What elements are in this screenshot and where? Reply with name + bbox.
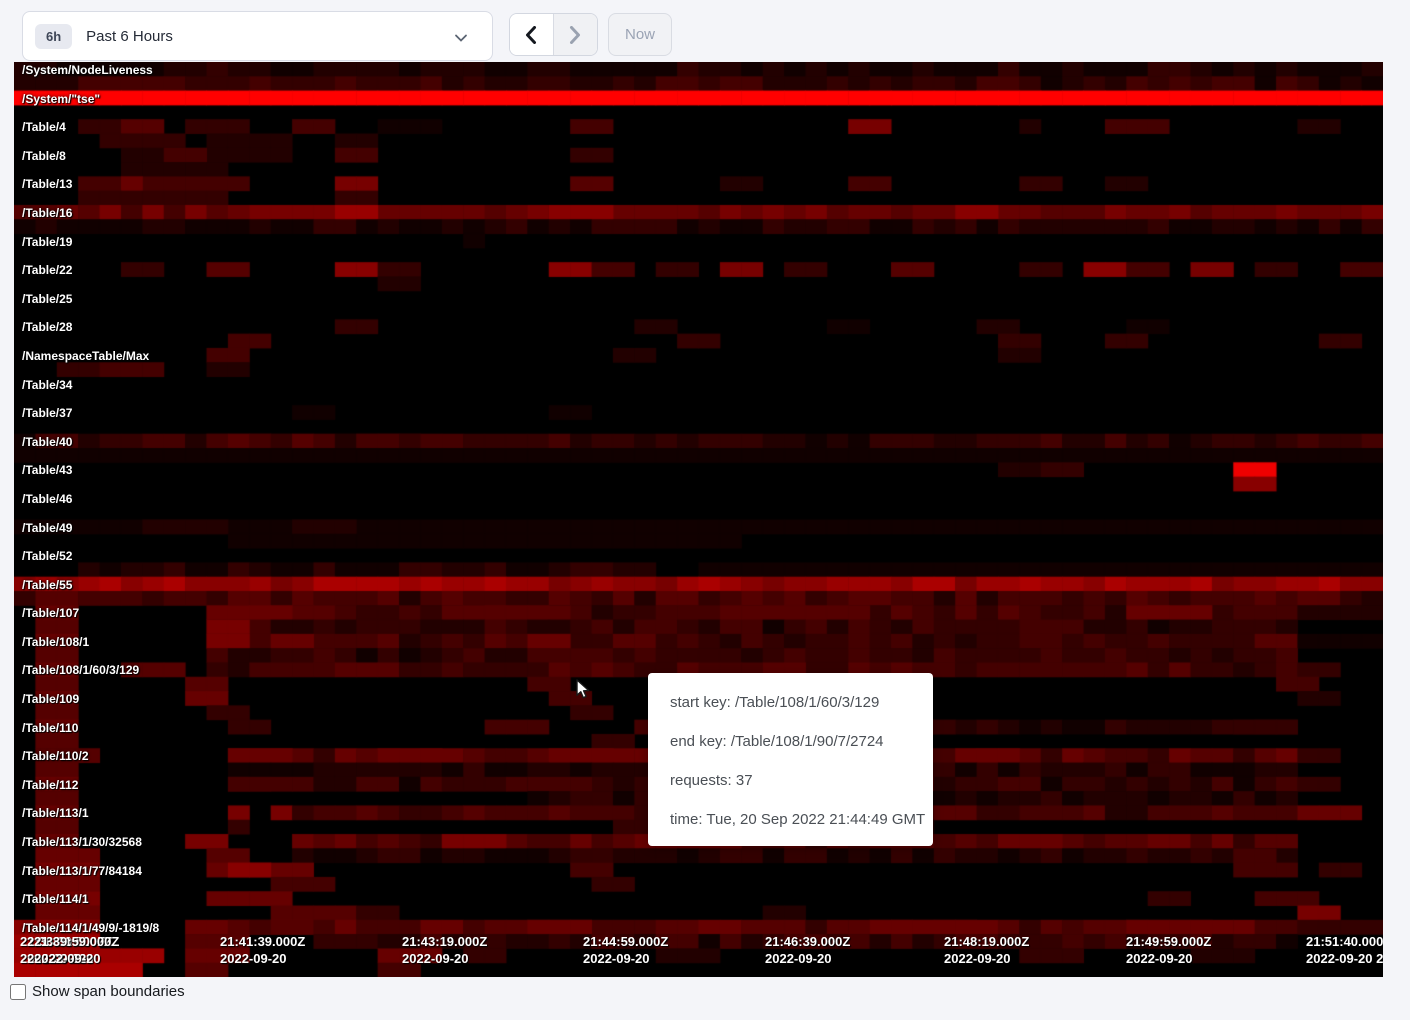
time-range-label: Past 6 Hours — [86, 27, 173, 45]
now-button[interactable]: Now — [608, 13, 672, 56]
tooltip-time: time: Tue, 20 Sep 2022 21:44:49 GMT — [670, 811, 926, 828]
time-range-select[interactable]: 6h Past 6 Hours — [22, 11, 493, 61]
toolbar: 6h Past 6 Hours Now — [0, 0, 1410, 62]
time-range-badge: 6h — [35, 23, 73, 49]
next-interval-button[interactable] — [553, 14, 597, 55]
time-nav-group — [509, 13, 598, 56]
footer: Show span boundaries — [10, 983, 185, 1000]
chevron-left-icon — [526, 25, 537, 44]
chevron-right-icon — [570, 25, 581, 44]
show-span-boundaries-label: Show span boundaries — [32, 983, 185, 1000]
range-tooltip: start key: /Table/108/1/60/3/129 end key… — [648, 673, 933, 846]
previous-interval-button[interactable] — [510, 14, 554, 55]
show-span-boundaries-checkbox[interactable] — [10, 983, 26, 1000]
chevron-down-icon — [454, 30, 468, 48]
keyspace-heatmap-panel: /System/NodeLiveness/System/"tse"/Table/… — [14, 62, 1383, 977]
tooltip-start-key: start key: /Table/108/1/60/3/129 — [670, 694, 880, 711]
tooltip-requests: requests: 37 — [670, 772, 753, 789]
tooltip-end-key: end key: /Table/108/1/90/7/2724 — [670, 733, 884, 750]
